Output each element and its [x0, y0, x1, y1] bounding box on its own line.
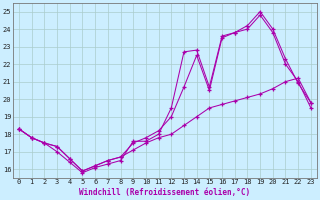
X-axis label: Windchill (Refroidissement éolien,°C): Windchill (Refroidissement éolien,°C) — [79, 188, 251, 197]
